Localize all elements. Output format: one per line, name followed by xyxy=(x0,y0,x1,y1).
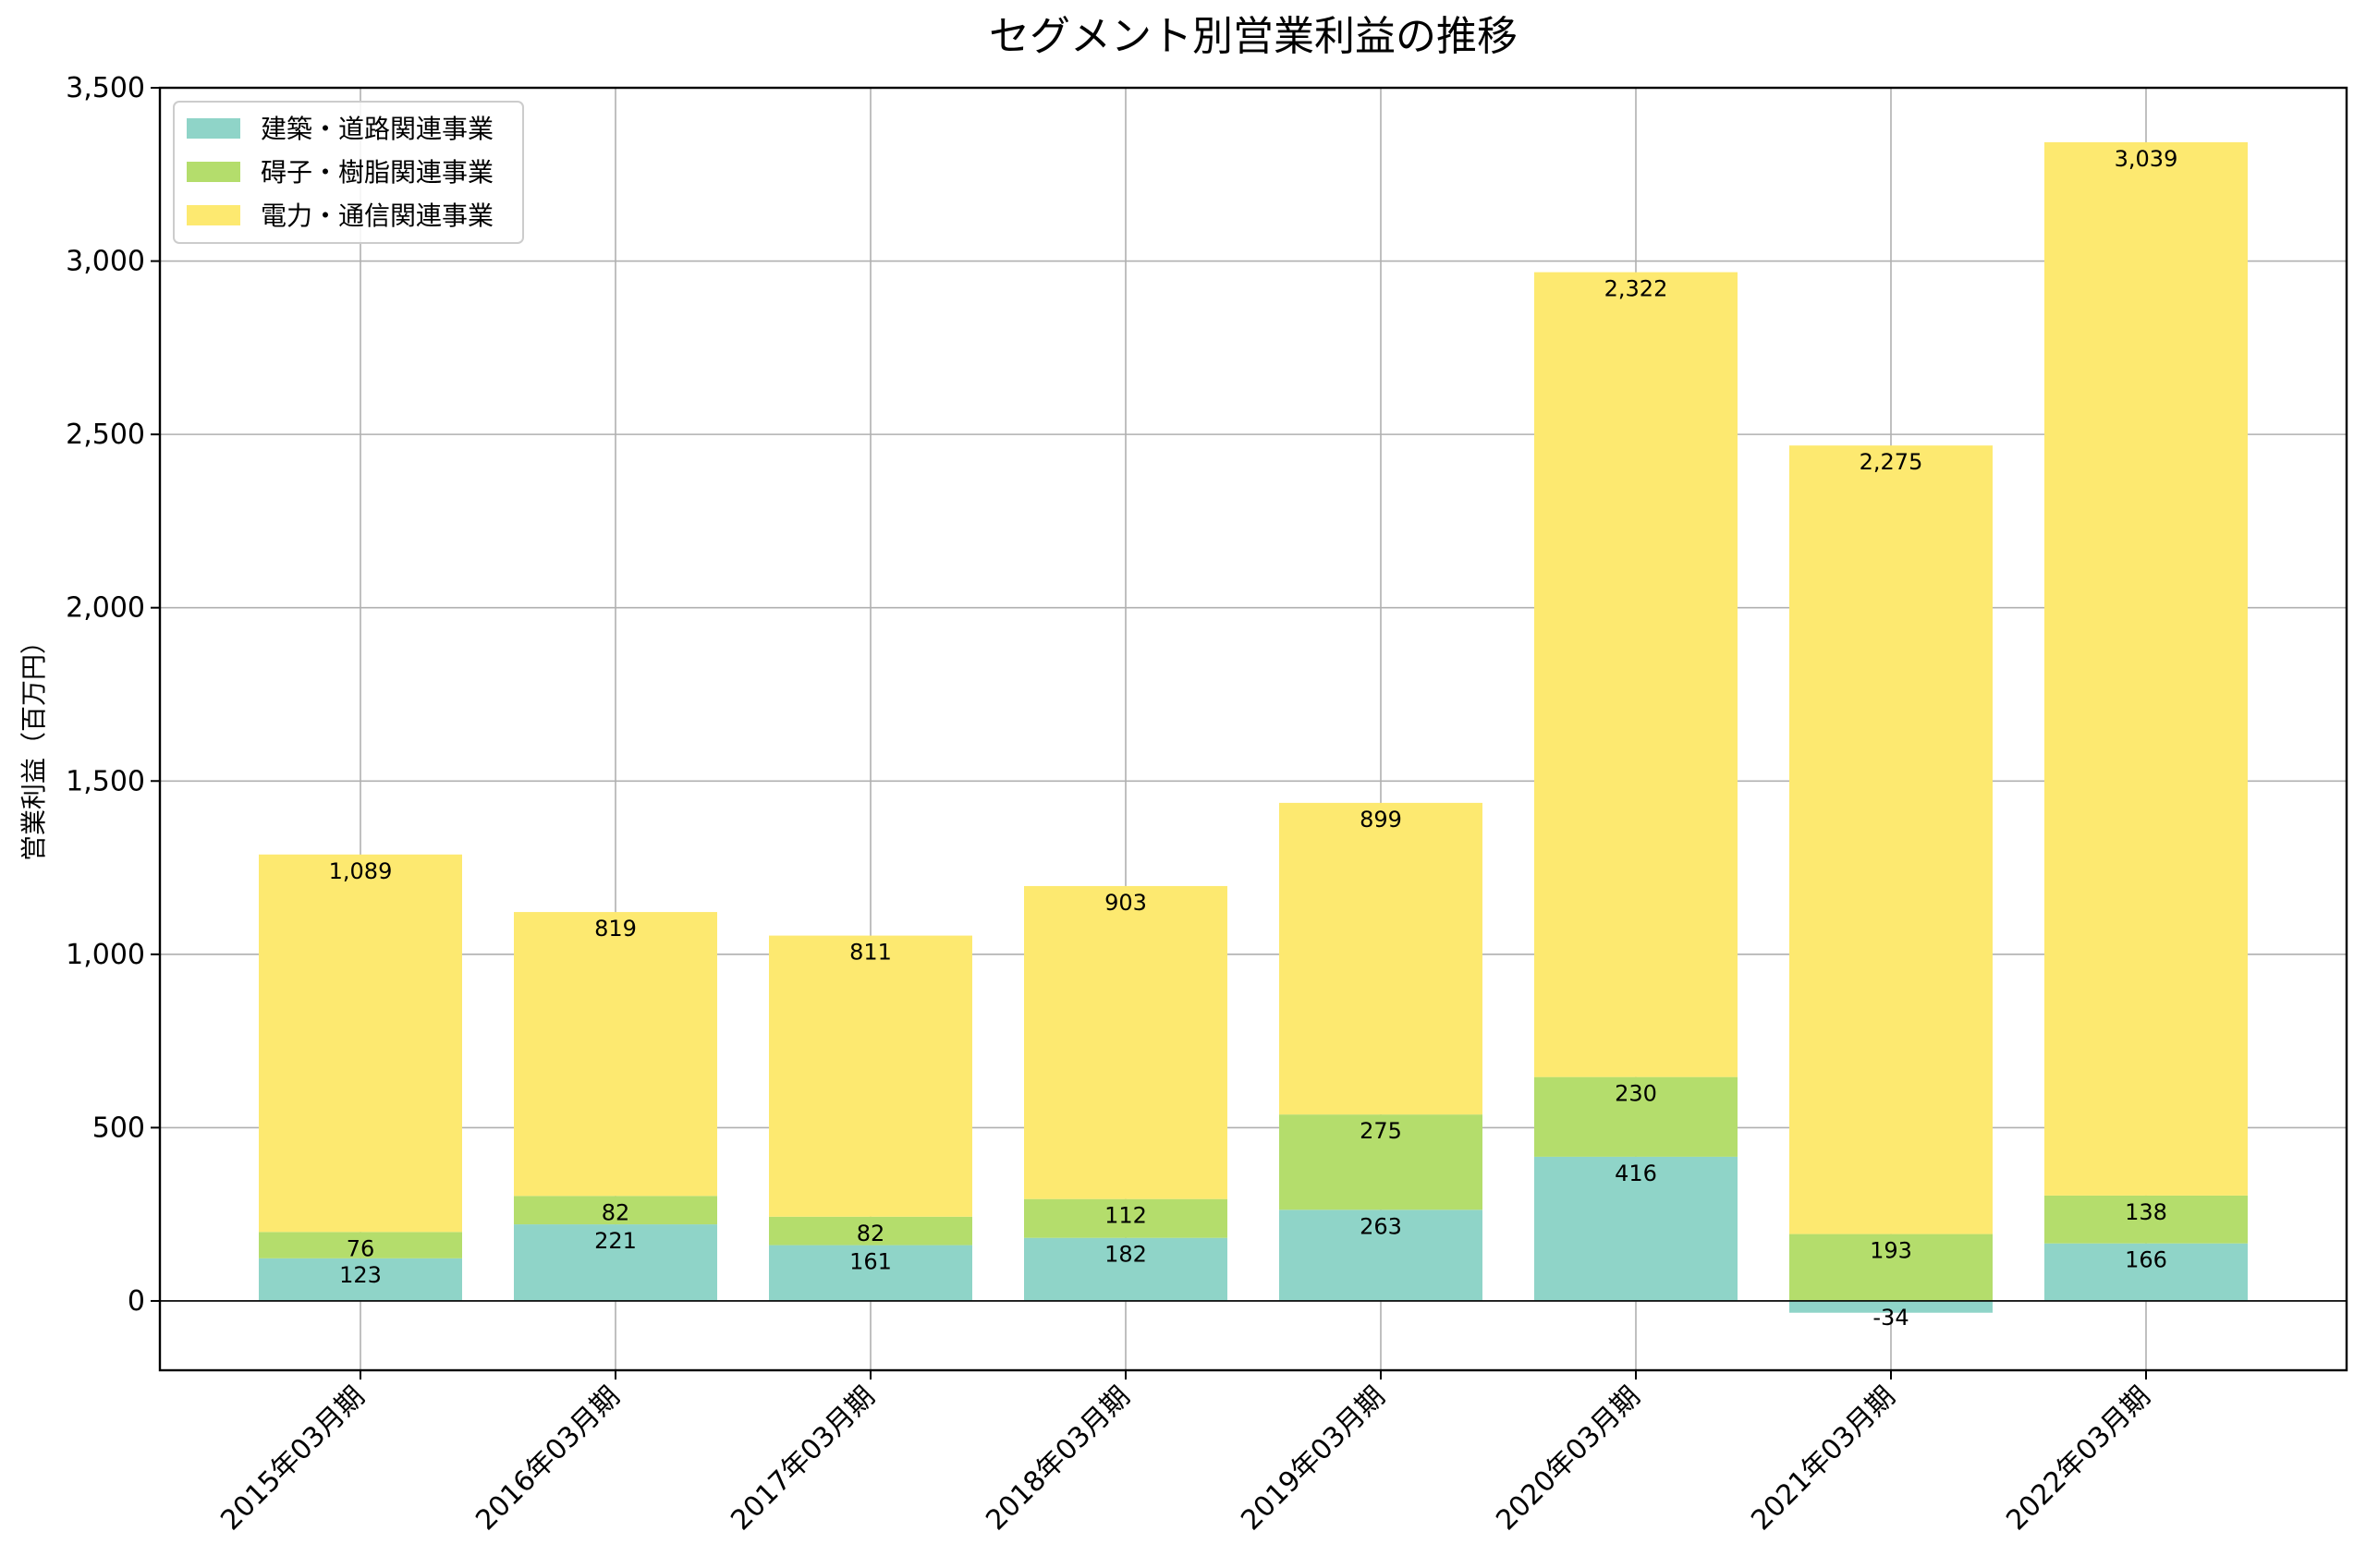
legend-label: 碍子・樹脂関連事業 xyxy=(261,157,494,188)
legend-box xyxy=(173,101,524,244)
bar-2-2019年03月期 xyxy=(1279,1114,1482,1210)
bar-1-2018年03月期 xyxy=(1024,1237,1227,1301)
bar-2-2015年03月期 xyxy=(259,1232,462,1258)
data-label: 263 xyxy=(1360,1213,1402,1239)
data-label: 161 xyxy=(849,1249,892,1275)
bar-2-2020年03月期 xyxy=(1534,1076,1738,1157)
data-label: 112 xyxy=(1104,1203,1147,1229)
bar-1-2017年03月期 xyxy=(769,1245,972,1301)
bar-1-2021年03月期 xyxy=(1789,1300,1993,1313)
bar-3-2022年03月期 xyxy=(2044,141,2248,1196)
plot-frame xyxy=(158,86,2348,1372)
axes: 0 500 1,000 1,500 2,000 2,500 3,000 3,500 2015年0… xyxy=(66,72,2348,1537)
bars xyxy=(259,141,2248,1313)
y-tick-label: 2,000 xyxy=(66,592,145,625)
x-tick-label: 2015年03月期 xyxy=(214,1380,371,1537)
data-label: 182 xyxy=(1104,1242,1147,1268)
y-tick-label: 1,500 xyxy=(66,765,145,797)
bar-1-2022年03月期 xyxy=(2044,1243,2248,1301)
data-label: 2,275 xyxy=(1860,449,1923,475)
data-label: 230 xyxy=(1615,1081,1657,1107)
y-tick-label: 3,500 xyxy=(66,72,145,104)
data-label: 193 xyxy=(1870,1238,1912,1264)
data-label: 275 xyxy=(1360,1118,1402,1144)
x-tick-label: 2017年03月期 xyxy=(725,1380,881,1537)
legend-swatch xyxy=(187,162,240,182)
x-tick-label: 2020年03月期 xyxy=(1490,1380,1646,1537)
legend-swatch xyxy=(187,205,240,225)
data-label: 416 xyxy=(1615,1161,1657,1186)
data-label: 76 xyxy=(347,1235,375,1261)
data-labels: 123 221 161 182 263 416 -34 166 76 82 82 112 275 230 1… xyxy=(329,146,2178,1331)
data-label: 903 xyxy=(1104,890,1147,916)
data-label: 3,039 xyxy=(2115,146,2178,172)
bar-3-2021年03月期 xyxy=(1789,445,1993,1234)
bar-3-2018年03月期 xyxy=(1024,885,1227,1199)
grid-lines xyxy=(160,87,2347,1370)
y-tick-label: 2,500 xyxy=(66,419,145,451)
data-label: 2,322 xyxy=(1604,276,1668,302)
bar-2-2022年03月期 xyxy=(2044,1195,2248,1244)
legend-label: 建築・道路関連事業 xyxy=(261,114,494,144)
bar-1-2016年03月期 xyxy=(514,1224,717,1301)
legend-label: 電力・通信関連事業 xyxy=(261,201,494,231)
y-tick-label: 1,000 xyxy=(66,939,145,971)
y-tick-label: 0 xyxy=(128,1285,145,1318)
bar-2-2016年03月期 xyxy=(514,1196,717,1225)
bar-2-2017年03月期 xyxy=(769,1216,972,1246)
bar-3-2015年03月期 xyxy=(259,854,462,1233)
bar-2-2018年03月期 xyxy=(1024,1198,1227,1238)
data-label: 811 xyxy=(849,940,892,966)
bar-3-2017年03月期 xyxy=(769,935,972,1217)
x-tick-label: 2022年03月期 xyxy=(2000,1380,2156,1537)
y-tick-label: 3,000 xyxy=(66,246,145,278)
data-label: 82 xyxy=(857,1221,885,1246)
legend-swatch xyxy=(187,118,240,139)
bar-2-2021年03月期 xyxy=(1789,1234,1993,1301)
bar-1-2019年03月期 xyxy=(1279,1209,1482,1301)
y-axis-label: 営業利益（百万円） xyxy=(18,628,49,861)
data-label: 221 xyxy=(594,1228,637,1254)
x-tick-label: 2021年03月期 xyxy=(1745,1380,1901,1537)
bar-3-2019年03月期 xyxy=(1279,802,1482,1115)
data-label: 82 xyxy=(602,1199,630,1225)
data-label: 166 xyxy=(2125,1247,2167,1273)
bar-1-2015年03月期 xyxy=(259,1258,462,1301)
bar-1-2020年03月期 xyxy=(1534,1156,1738,1301)
x-tick-label: 2019年03月期 xyxy=(1235,1380,1391,1537)
bar-3-2020年03月期 xyxy=(1534,272,1738,1077)
x-tick-label: 2016年03月期 xyxy=(470,1380,626,1537)
y-tick-label: 500 xyxy=(92,1112,145,1144)
bar-3-2016年03月期 xyxy=(514,912,717,1197)
data-label: -34 xyxy=(1872,1305,1909,1331)
x-tick-label: 2018年03月期 xyxy=(980,1380,1136,1537)
chart-title: セグメント別営業利益の推移 xyxy=(989,13,1518,60)
data-label: 1,089 xyxy=(329,858,393,884)
data-label: 123 xyxy=(339,1262,382,1288)
data-label: 138 xyxy=(2125,1199,2167,1225)
data-label: 899 xyxy=(1360,807,1402,833)
data-label: 819 xyxy=(594,916,637,942)
